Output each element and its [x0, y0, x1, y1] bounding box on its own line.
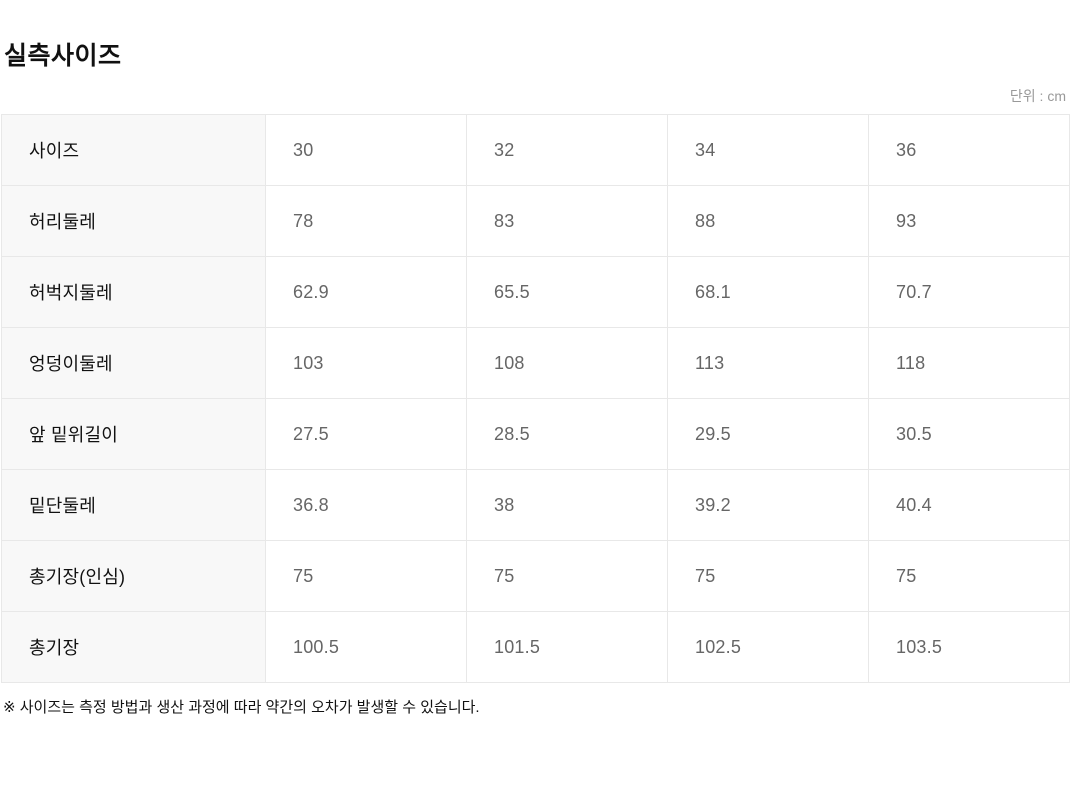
value-cell: 93 [868, 185, 1070, 257]
row-label-cell: 허리둘레 [1, 185, 266, 257]
value-cell: 118 [868, 327, 1070, 399]
table-row-waist: 허리둘레 78 83 88 93 [1, 185, 1070, 257]
value-cell: 65.5 [466, 256, 668, 328]
value-cell: 88 [667, 185, 869, 257]
value-cell: 30.5 [868, 398, 1070, 470]
table-row-size: 사이즈 30 32 34 36 [1, 114, 1070, 186]
table-row-front-rise: 앞 밑위길이 27.5 28.5 29.5 30.5 [1, 398, 1070, 470]
value-cell: 36.8 [265, 469, 467, 541]
value-cell: 83 [466, 185, 668, 257]
value-cell: 38 [466, 469, 668, 541]
row-label-cell: 밑단둘레 [1, 469, 266, 541]
value-cell: 68.1 [667, 256, 869, 328]
value-cell: 78 [265, 185, 467, 257]
value-cell: 108 [466, 327, 668, 399]
row-label-cell: 허벅지둘레 [1, 256, 266, 328]
row-label-cell: 사이즈 [1, 114, 266, 186]
value-cell: 75 [667, 540, 869, 612]
value-cell: 28.5 [466, 398, 668, 470]
value-cell: 101.5 [466, 611, 668, 683]
value-cell: 75 [265, 540, 467, 612]
value-cell: 32 [466, 114, 668, 186]
table-row-inseam-length: 총기장(인심) 75 75 75 75 [1, 540, 1070, 612]
page-title: 실측사이즈 [4, 42, 122, 70]
size-table: 사이즈 30 32 34 36 허리둘레 78 83 88 93 허벅지둘레 6… [1, 114, 1070, 683]
value-cell: 113 [667, 327, 869, 399]
value-cell: 103.5 [868, 611, 1070, 683]
value-cell: 36 [868, 114, 1070, 186]
row-label-cell: 총기장(인심) [1, 540, 266, 612]
value-cell: 34 [667, 114, 869, 186]
row-label-cell: 엉덩이둘레 [1, 327, 266, 399]
value-cell: 75 [868, 540, 1070, 612]
value-cell: 30 [265, 114, 467, 186]
unit-label: 단위 : cm [1009, 88, 1066, 104]
table-row-hem: 밑단둘레 36.8 38 39.2 40.4 [1, 469, 1070, 541]
value-cell: 62.9 [265, 256, 467, 328]
table-row-thigh: 허벅지둘레 62.9 65.5 68.1 70.7 [1, 256, 1070, 328]
value-cell: 103 [265, 327, 467, 399]
table-row-hip: 엉덩이둘레 103 108 113 118 [1, 327, 1070, 399]
table-row-total-length: 총기장 100.5 101.5 102.5 103.5 [1, 611, 1070, 683]
value-cell: 27.5 [265, 398, 467, 470]
value-cell: 29.5 [667, 398, 869, 470]
value-cell: 102.5 [667, 611, 869, 683]
value-cell: 100.5 [265, 611, 467, 683]
value-cell: 40.4 [868, 469, 1070, 541]
size-footnote: ※ 사이즈는 측정 방법과 생산 과정에 따라 약간의 오차가 발생할 수 있습… [3, 699, 480, 716]
row-label-cell: 총기장 [1, 611, 266, 683]
value-cell: 75 [466, 540, 668, 612]
value-cell: 39.2 [667, 469, 869, 541]
row-label-cell: 앞 밑위길이 [1, 398, 266, 470]
value-cell: 70.7 [868, 256, 1070, 328]
